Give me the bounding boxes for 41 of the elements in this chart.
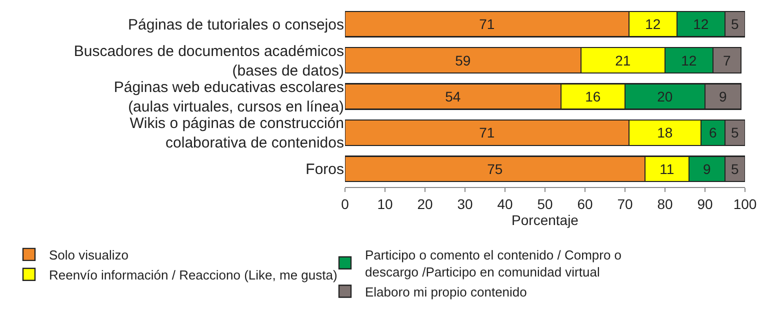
legend-label: Reenvío información / Reacciono (Like, me gusta) bbox=[49, 267, 338, 282]
data-label: 21 bbox=[615, 52, 631, 68]
x-tick-label: 50 bbox=[537, 196, 553, 212]
data-label: 9 bbox=[719, 88, 727, 104]
y-tick-label: Buscadores de documentos académicos (bases de datos) bbox=[74, 42, 344, 80]
data-label: 9 bbox=[703, 160, 711, 177]
legend-label: Solo visualizo bbox=[49, 248, 128, 263]
data-label: 7 bbox=[723, 52, 731, 68]
x-tick-label: 60 bbox=[577, 196, 593, 212]
data-label: 20 bbox=[657, 88, 673, 104]
x-tick-label: 100 bbox=[733, 196, 757, 212]
y-tick-label: Foros bbox=[306, 161, 344, 178]
legend-label: Participo o comento el contenido / Compro o descargo /Participo en comunidad virtual bbox=[365, 248, 622, 280]
y-tick-label: Wikis o páginas de construcción colaborativa de contenidos bbox=[130, 115, 344, 152]
x-tick-label: 0 bbox=[341, 196, 350, 212]
x-axis-title: Porcentaje bbox=[512, 212, 579, 228]
x-tick-label: 40 bbox=[497, 196, 513, 212]
x-tick-label: 30 bbox=[457, 196, 473, 212]
data-label: 18 bbox=[657, 124, 673, 141]
y-tick-label: Páginas web educativas escolares (aulas virtuales, cursos en línea) bbox=[114, 79, 344, 116]
y-tick-label: Páginas de tutoriales o consejos bbox=[128, 16, 344, 34]
data-label: 5 bbox=[731, 124, 739, 141]
data-label: 59 bbox=[455, 52, 471, 68]
legend-label: Elaboro mi propio contenido bbox=[365, 284, 527, 300]
data-label: 71 bbox=[479, 16, 495, 32]
data-label: 75 bbox=[487, 160, 503, 177]
data-label: 12 bbox=[693, 16, 709, 32]
data-label: 16 bbox=[585, 88, 601, 104]
data-label: 71 bbox=[479, 124, 495, 141]
x-tick-label: 10 bbox=[377, 196, 393, 212]
data-label: 54 bbox=[445, 88, 461, 104]
x-tick-label: 90 bbox=[697, 196, 713, 212]
x-tick-label: 20 bbox=[417, 196, 433, 212]
data-label: 12 bbox=[645, 16, 661, 32]
data-label: 5 bbox=[731, 16, 739, 32]
data-label: 6 bbox=[709, 124, 717, 141]
x-tick-label: 80 bbox=[657, 196, 673, 212]
data-label: 12 bbox=[681, 52, 697, 68]
data-label: 11 bbox=[660, 160, 674, 177]
x-tick-label: 70 bbox=[617, 196, 633, 212]
data-label: 5 bbox=[731, 160, 739, 177]
